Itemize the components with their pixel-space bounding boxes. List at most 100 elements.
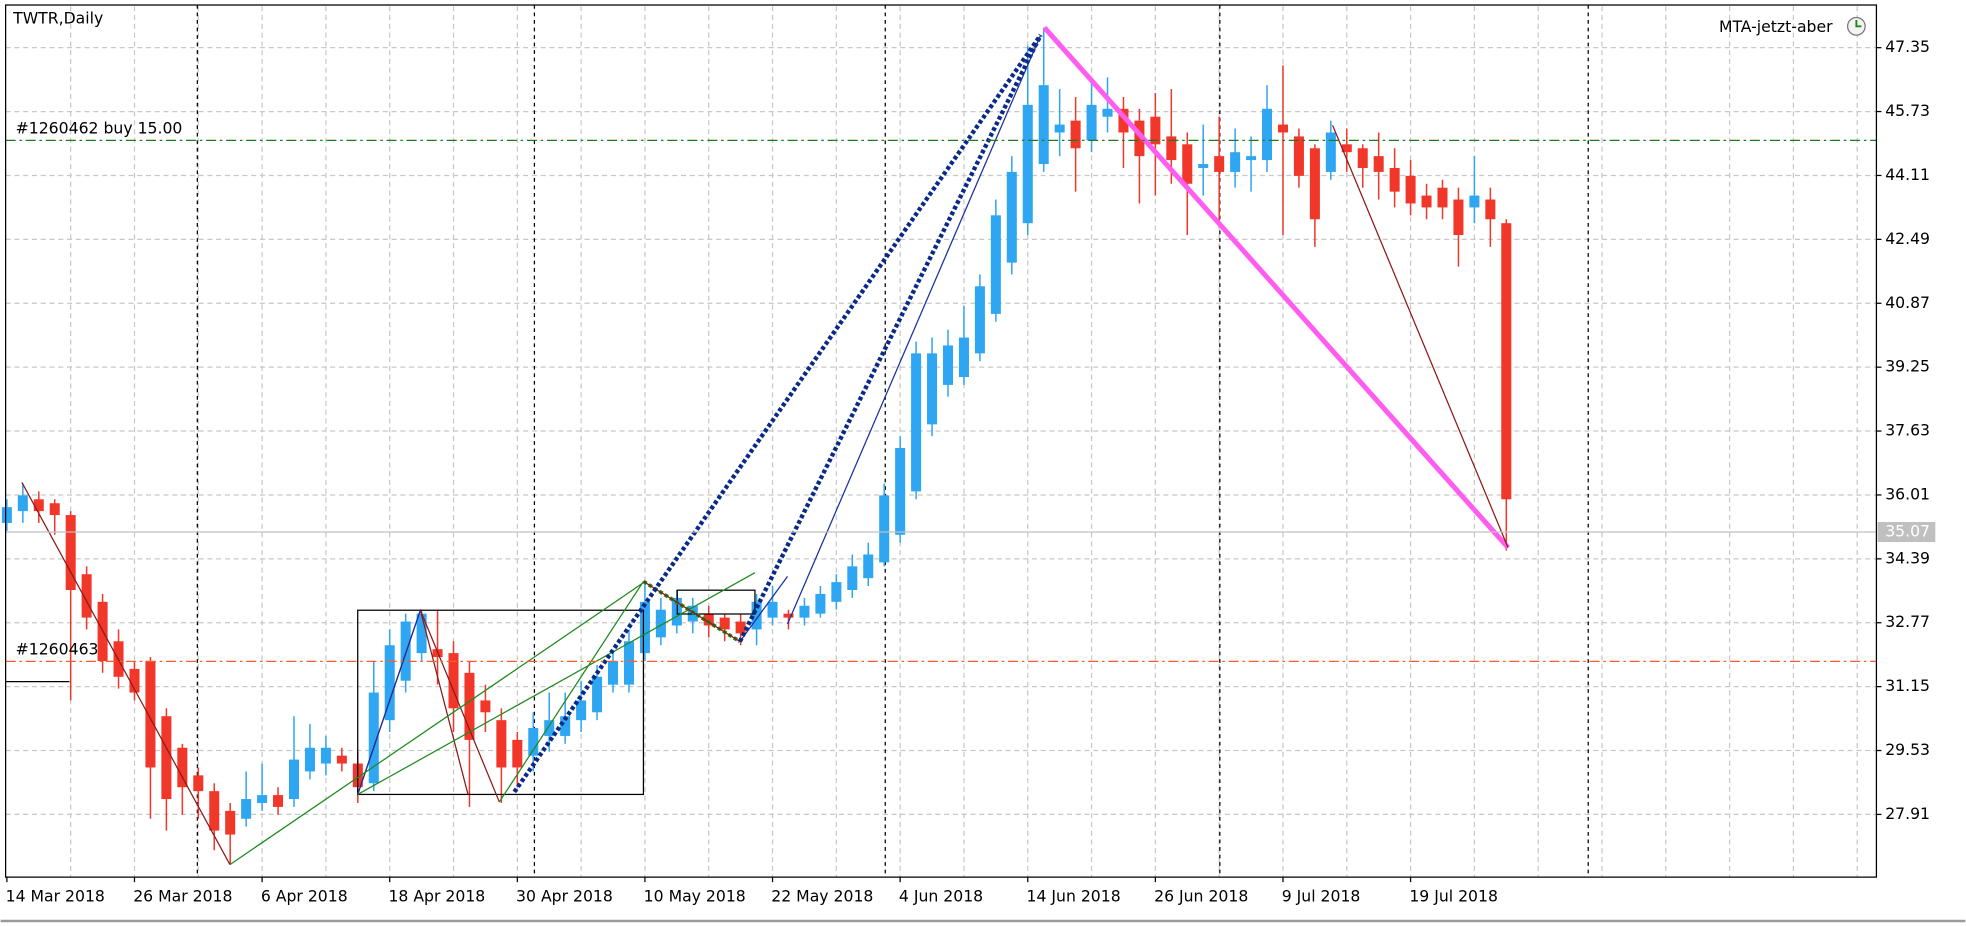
candle-body bbox=[990, 215, 1001, 314]
zigzag bbox=[419, 610, 469, 795]
candle-body bbox=[33, 499, 44, 512]
candle-body bbox=[751, 601, 762, 630]
candle-body bbox=[1214, 156, 1225, 172]
y-tick-label: 32.77 bbox=[1885, 612, 1930, 631]
x-tick-label: 26 Mar 2018 bbox=[133, 887, 232, 906]
candle-body bbox=[65, 515, 76, 590]
candle-body bbox=[496, 720, 507, 768]
candle-body bbox=[767, 601, 778, 618]
candle-body bbox=[1086, 104, 1097, 141]
candle-body bbox=[1022, 104, 1033, 224]
candle-body bbox=[49, 503, 60, 516]
candle-body bbox=[911, 353, 922, 492]
candle-body bbox=[927, 353, 938, 425]
rectangle bbox=[357, 609, 645, 796]
candle-body bbox=[1006, 171, 1017, 263]
candle-body bbox=[879, 495, 890, 563]
candle-body bbox=[257, 795, 268, 803]
y-tick-label: 40.87 bbox=[1885, 293, 1930, 312]
y-tick-label: 44.11 bbox=[1885, 165, 1930, 184]
zigzag bbox=[739, 576, 789, 642]
trade-label: #1260462 buy 15.00 bbox=[16, 119, 183, 138]
x-tick-label: 14 Mar 2018 bbox=[6, 887, 105, 906]
candle-body bbox=[1150, 116, 1161, 145]
grid bbox=[5, 6, 1877, 878]
y-tick-label: 39.25 bbox=[1885, 357, 1930, 376]
x-tick-label: 9 Jul 2018 bbox=[1282, 887, 1361, 906]
candle-body bbox=[719, 617, 730, 630]
x-tick-label: 30 Apr 2018 bbox=[516, 887, 613, 906]
x-tick-label: 18 Apr 2018 bbox=[388, 887, 485, 906]
candle-body bbox=[1373, 156, 1384, 172]
zigzag bbox=[1332, 125, 1509, 548]
candle-body bbox=[1262, 108, 1273, 161]
zigzag bbox=[21, 482, 231, 865]
zigzag bbox=[357, 610, 421, 795]
candle-body bbox=[368, 692, 379, 784]
trend-magenta bbox=[1042, 25, 1510, 550]
candle-body bbox=[608, 660, 619, 685]
candle-body bbox=[1246, 156, 1257, 161]
candle-body bbox=[177, 747, 188, 788]
candle-body bbox=[863, 554, 874, 579]
candle-body bbox=[1357, 148, 1368, 168]
trend-dotted bbox=[737, 34, 1043, 643]
current-price-box bbox=[1877, 521, 1936, 543]
candle-body bbox=[1341, 144, 1352, 153]
candle-body bbox=[1277, 124, 1288, 133]
x-tick-label: 26 Jun 2018 bbox=[1154, 887, 1248, 906]
current-price-label: 35.07 bbox=[1885, 522, 1930, 541]
axes: 27.91 29.53 31.15 32.77 34.39 36.01 37.63 39.25… bbox=[6, 37, 1930, 906]
trend-dotted bbox=[512, 33, 1043, 794]
candle-body bbox=[799, 605, 810, 618]
candle-body bbox=[288, 759, 300, 800]
candle-body bbox=[1437, 187, 1448, 208]
candle-body bbox=[560, 716, 571, 736]
candle-body bbox=[1182, 144, 1193, 184]
candle-body bbox=[1118, 108, 1129, 133]
x-tick-label: 6 Apr 2018 bbox=[261, 887, 348, 906]
candle-body bbox=[1389, 167, 1400, 192]
candle-body bbox=[1070, 120, 1081, 149]
y-tick-label: 29.53 bbox=[1885, 740, 1930, 759]
candle-body bbox=[400, 621, 411, 681]
plot-frame bbox=[4, 4, 1878, 878]
candles bbox=[1, 27, 1512, 865]
candle-body bbox=[703, 613, 714, 626]
trend bbox=[229, 582, 644, 866]
indicator-label: MTA-jetzt-aber bbox=[1719, 17, 1833, 36]
candle-body bbox=[512, 739, 523, 768]
candle-body bbox=[1038, 85, 1049, 165]
candle-body bbox=[1453, 199, 1464, 236]
candle-body bbox=[193, 775, 204, 792]
y-tick-label: 34.39 bbox=[1885, 548, 1930, 567]
y-tick-label: 27.91 bbox=[1885, 804, 1930, 823]
candle-body bbox=[480, 700, 491, 713]
candle-body bbox=[1, 507, 12, 523]
y-tick-label: 31.15 bbox=[1885, 676, 1930, 695]
candle-body bbox=[1469, 195, 1480, 208]
candle-body bbox=[974, 286, 985, 354]
zigzag bbox=[643, 580, 741, 643]
x-tick-label: 14 Jun 2018 bbox=[1027, 887, 1121, 906]
candle-body bbox=[1485, 199, 1496, 220]
candle-body bbox=[1134, 120, 1145, 157]
levels: 35.07 #1260462 buy 15.00 #1260463 bbox=[5, 119, 1936, 663]
candle-body bbox=[735, 621, 746, 634]
candle-body bbox=[161, 716, 172, 800]
candle-body bbox=[225, 810, 236, 835]
candle-body bbox=[1198, 164, 1209, 168]
candle-body bbox=[895, 448, 906, 535]
candle-body bbox=[1166, 136, 1177, 161]
chart-title: TWTR,Daily bbox=[12, 8, 103, 27]
candle-body bbox=[1309, 148, 1320, 220]
candle-body bbox=[1405, 175, 1416, 204]
candle-body bbox=[1421, 195, 1432, 208]
candle-body bbox=[81, 574, 92, 618]
candle-body bbox=[1501, 223, 1512, 500]
candle-body bbox=[528, 728, 539, 756]
candle-body bbox=[592, 676, 603, 713]
candle-body bbox=[655, 609, 666, 638]
